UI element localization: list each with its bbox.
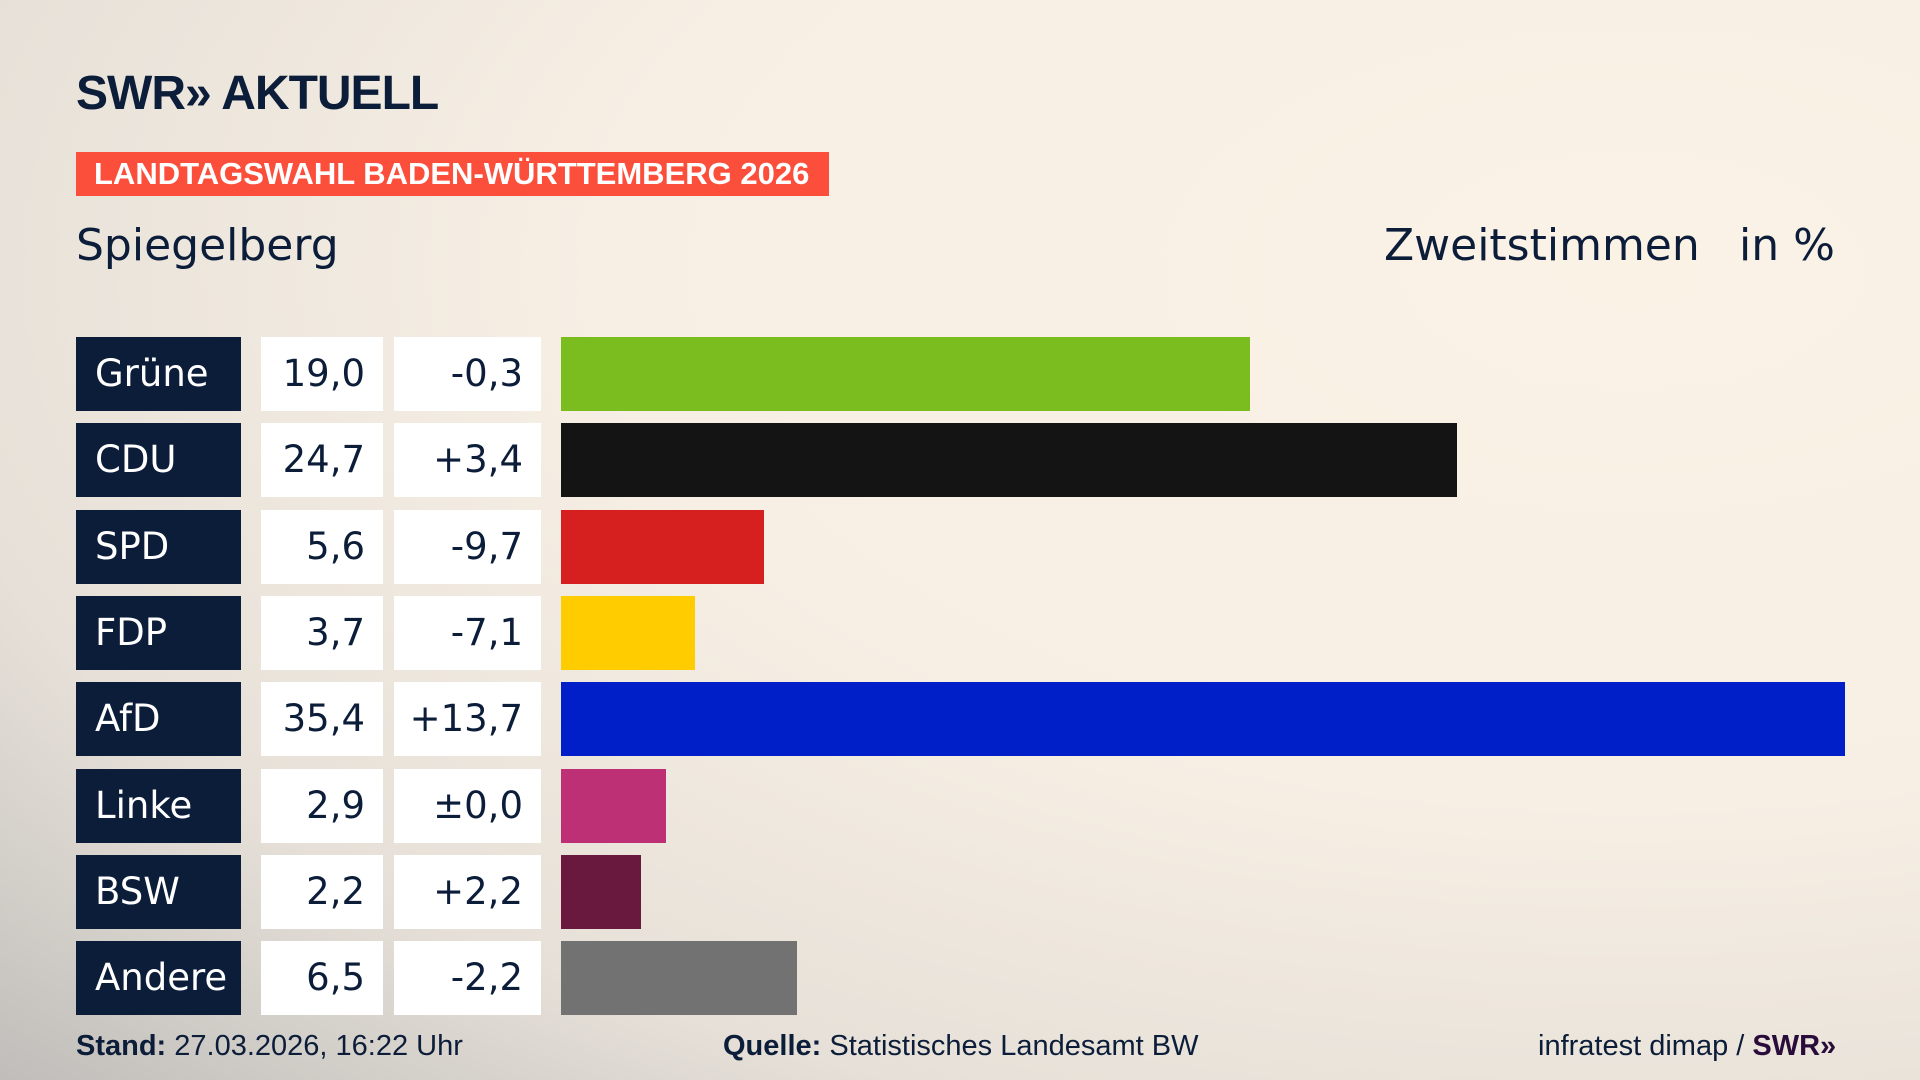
source: Quelle: Statistisches Landesamt BW bbox=[723, 1030, 1198, 1063]
party-row: Grüne 19,0 -0,3 bbox=[76, 337, 1876, 411]
bar bbox=[561, 854, 641, 929]
vote-share: 35,4 bbox=[261, 682, 383, 757]
bar bbox=[561, 337, 1251, 411]
party-name: AfD bbox=[76, 682, 241, 757]
vote-change: -9,7 bbox=[394, 509, 541, 584]
party-row: FDP 3,7 -7,1 bbox=[76, 595, 1876, 670]
party-row: Linke 2,9 ±0,0 bbox=[76, 768, 1876, 843]
source-label: Quelle: bbox=[723, 1030, 822, 1062]
vote-change: -2,2 bbox=[394, 941, 541, 1016]
bar bbox=[561, 423, 1457, 498]
bar bbox=[561, 509, 765, 584]
metric-label: Zweitstimmen bbox=[1384, 220, 1700, 271]
unit-label: in % bbox=[1739, 220, 1835, 271]
source-value: Statistisches Landesamt BW bbox=[821, 1030, 1199, 1062]
vote-share: 2,9 bbox=[261, 768, 383, 843]
party-row: AfD 35,4 +13,7 bbox=[76, 682, 1876, 757]
party-row: CDU 24,7 +3,4 bbox=[76, 423, 1876, 498]
swr-small-logo: SWR» bbox=[1752, 1030, 1837, 1062]
election-banner: LANDTAGSWAHL BADEN-WÜRTTEMBERG 2026 bbox=[76, 152, 829, 196]
bar bbox=[561, 941, 797, 1016]
credit: infratest dimap / SWR» bbox=[1538, 1030, 1836, 1063]
party-name: BSW bbox=[76, 854, 241, 929]
party-name: FDP bbox=[76, 595, 241, 670]
party-name: Linke bbox=[76, 768, 241, 843]
vote-share: 19,0 bbox=[261, 337, 383, 411]
bar bbox=[561, 768, 667, 843]
vote-change: -0,3 bbox=[394, 337, 541, 411]
bar bbox=[561, 682, 1845, 757]
vote-change: +2,2 bbox=[394, 854, 541, 929]
vote-share: 5,6 bbox=[261, 509, 383, 584]
party-name: CDU bbox=[76, 423, 241, 498]
party-row: Andere 6,5 -2,2 bbox=[76, 941, 1876, 1016]
stand-value: 27.03.2026, 16:22 Uhr bbox=[166, 1030, 463, 1062]
party-name: Andere bbox=[76, 941, 241, 1016]
vote-change: +3,4 bbox=[394, 423, 541, 498]
party-name: SPD bbox=[76, 509, 241, 584]
vote-change: -7,1 bbox=[394, 595, 541, 670]
bar bbox=[561, 595, 696, 670]
timestamp: Stand: 27.03.2026, 16:22 Uhr bbox=[76, 1030, 463, 1063]
swr-aktuell-logo: SWR» AKTUELL bbox=[76, 67, 439, 120]
vote-change: +13,7 bbox=[394, 682, 541, 757]
vote-change: ±0,0 bbox=[394, 768, 541, 843]
vote-share: 24,7 bbox=[261, 423, 383, 498]
party-row: SPD 5,6 -9,7 bbox=[76, 509, 1876, 584]
credit-text: infratest dimap / bbox=[1538, 1030, 1753, 1062]
vote-share: 6,5 bbox=[261, 941, 383, 1016]
party-name: Grüne bbox=[76, 337, 241, 411]
vote-share: 3,7 bbox=[261, 595, 383, 670]
party-row: BSW 2,2 +2,2 bbox=[76, 854, 1876, 929]
stand-label: Stand: bbox=[76, 1030, 167, 1062]
place-title: Spiegelberg bbox=[76, 220, 339, 271]
vote-share: 2,2 bbox=[261, 854, 383, 929]
